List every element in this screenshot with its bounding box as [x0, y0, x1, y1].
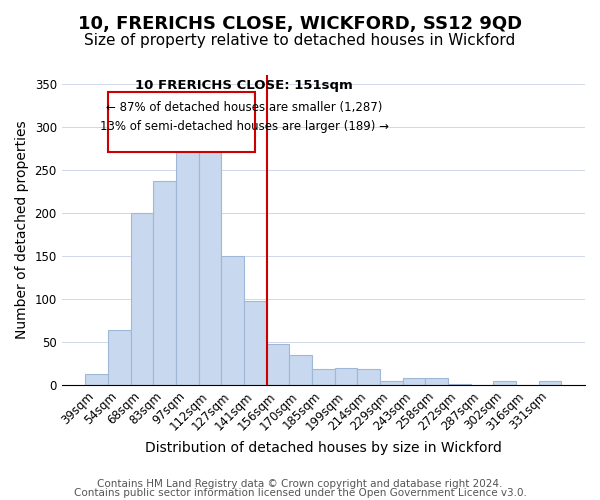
Bar	[176, 146, 199, 385]
Bar	[85, 374, 108, 385]
Text: 10 FRERICHS CLOSE: 151sqm: 10 FRERICHS CLOSE: 151sqm	[135, 80, 353, 92]
Bar	[403, 378, 425, 385]
Bar	[199, 136, 221, 385]
Bar	[448, 384, 470, 385]
Bar	[154, 181, 176, 385]
Bar	[425, 378, 448, 385]
Text: 13% of semi-detached houses are larger (189) →: 13% of semi-detached houses are larger (…	[100, 120, 389, 133]
FancyBboxPatch shape	[108, 92, 256, 152]
Bar	[539, 382, 561, 385]
Text: Contains HM Land Registry data © Crown copyright and database right 2024.: Contains HM Land Registry data © Crown c…	[97, 479, 503, 489]
Text: Contains public sector information licensed under the Open Government Licence v3: Contains public sector information licen…	[74, 488, 526, 498]
Bar	[312, 370, 335, 385]
Bar	[335, 368, 358, 385]
Bar	[221, 256, 244, 385]
Bar	[493, 380, 516, 385]
Bar	[358, 368, 380, 385]
Text: 10, FRERICHS CLOSE, WICKFORD, SS12 9QD: 10, FRERICHS CLOSE, WICKFORD, SS12 9QD	[78, 15, 522, 33]
Text: ← 87% of detached houses are smaller (1,287): ← 87% of detached houses are smaller (1,…	[106, 101, 382, 114]
Bar	[380, 382, 403, 385]
X-axis label: Distribution of detached houses by size in Wickford: Distribution of detached houses by size …	[145, 441, 502, 455]
Bar	[108, 330, 131, 385]
Y-axis label: Number of detached properties: Number of detached properties	[15, 120, 29, 340]
Bar	[266, 344, 289, 385]
Bar	[131, 212, 154, 385]
Bar	[244, 300, 266, 385]
Bar	[289, 355, 312, 385]
Text: Size of property relative to detached houses in Wickford: Size of property relative to detached ho…	[85, 32, 515, 48]
